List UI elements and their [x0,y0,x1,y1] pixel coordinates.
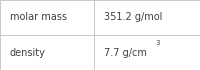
Text: 7.7 g/cm: 7.7 g/cm [104,48,147,57]
Text: 351.2 g/mol: 351.2 g/mol [104,13,162,22]
Text: 3: 3 [155,40,160,46]
Text: density: density [10,48,46,57]
Text: molar mass: molar mass [10,13,67,22]
